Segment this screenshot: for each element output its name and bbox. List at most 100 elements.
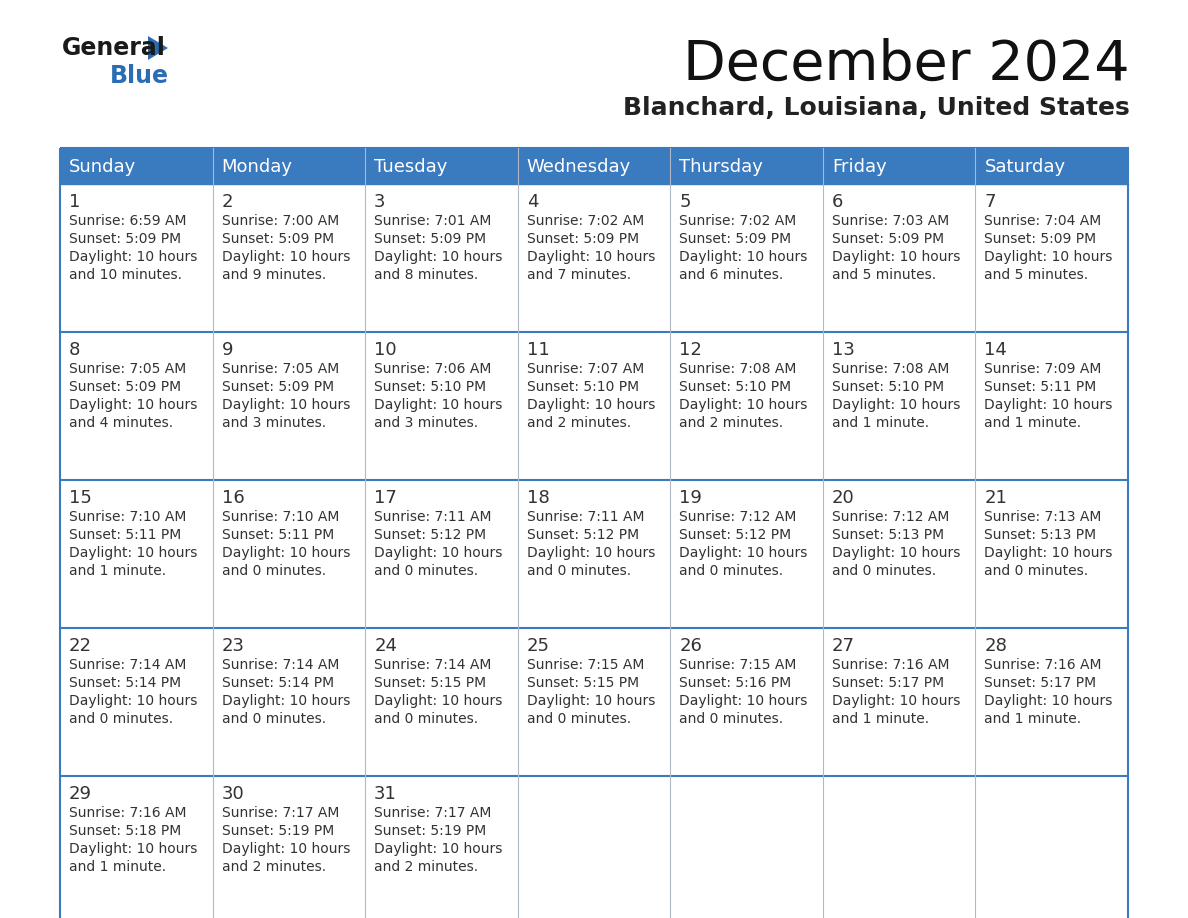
Text: Daylight: 10 hours: Daylight: 10 hours [832,694,960,708]
Text: and 2 minutes.: and 2 minutes. [680,416,783,430]
Bar [975,332,1127,480]
Text: Daylight: 10 hours: Daylight: 10 hours [69,842,197,856]
Text: General: General [62,36,166,60]
Bar [518,332,670,480]
Text: Sunrise: 7:15 AM: Sunrise: 7:15 AM [680,658,797,672]
Text: 10: 10 [374,341,397,359]
Bar [365,184,518,332]
Text: and 2 minutes.: and 2 minutes. [222,860,326,874]
Text: 11: 11 [526,341,550,359]
Text: 9: 9 [222,341,233,359]
Text: Sunset: 5:10 PM: Sunset: 5:10 PM [374,380,486,394]
Text: 24: 24 [374,637,397,655]
Text: Sunrise: 7:11 AM: Sunrise: 7:11 AM [374,510,492,524]
Bar [518,628,670,776]
Text: Daylight: 10 hours: Daylight: 10 hours [222,842,350,856]
Text: 5: 5 [680,193,690,211]
Bar [61,628,213,776]
Text: 28: 28 [985,637,1007,655]
Bar [365,148,518,184]
Text: Daylight: 10 hours: Daylight: 10 hours [69,546,197,560]
Text: and 7 minutes.: and 7 minutes. [526,268,631,282]
Bar [670,148,823,184]
Text: 21: 21 [985,489,1007,507]
Text: 2: 2 [222,193,233,211]
Text: Daylight: 10 hours: Daylight: 10 hours [222,546,350,560]
Text: and 8 minutes.: and 8 minutes. [374,268,479,282]
Text: Daylight: 10 hours: Daylight: 10 hours [985,546,1113,560]
Text: Sunrise: 7:00 AM: Sunrise: 7:00 AM [222,214,339,228]
Text: Daylight: 10 hours: Daylight: 10 hours [680,694,808,708]
Text: Sunset: 5:10 PM: Sunset: 5:10 PM [526,380,639,394]
Bar [365,776,518,918]
Text: Daylight: 10 hours: Daylight: 10 hours [374,250,503,264]
Text: and 0 minutes.: and 0 minutes. [222,564,326,578]
Bar [213,628,365,776]
Text: 20: 20 [832,489,854,507]
Text: and 1 minute.: and 1 minute. [69,564,166,578]
Text: Sunrise: 6:59 AM: Sunrise: 6:59 AM [69,214,187,228]
Bar [823,628,975,776]
Text: Blue: Blue [110,64,169,88]
Bar [213,776,365,918]
Text: Sunrise: 7:06 AM: Sunrise: 7:06 AM [374,362,492,376]
Bar [670,776,823,918]
Text: Daylight: 10 hours: Daylight: 10 hours [680,546,808,560]
Text: Sunset: 5:09 PM: Sunset: 5:09 PM [222,380,334,394]
Text: Sunset: 5:17 PM: Sunset: 5:17 PM [985,676,1097,690]
Text: Sunset: 5:13 PM: Sunset: 5:13 PM [832,528,944,542]
Text: Sunset: 5:15 PM: Sunset: 5:15 PM [526,676,639,690]
Text: 23: 23 [222,637,245,655]
Bar [518,184,670,332]
Bar [823,776,975,918]
Text: Sunrise: 7:08 AM: Sunrise: 7:08 AM [680,362,797,376]
Text: Sunset: 5:11 PM: Sunset: 5:11 PM [222,528,334,542]
Polygon shape [148,36,168,60]
Text: Sunset: 5:18 PM: Sunset: 5:18 PM [69,824,182,838]
Text: and 1 minute.: and 1 minute. [69,860,166,874]
Text: and 2 minutes.: and 2 minutes. [374,860,479,874]
Text: Daylight: 10 hours: Daylight: 10 hours [832,398,960,412]
Text: Sunset: 5:10 PM: Sunset: 5:10 PM [832,380,944,394]
Bar [823,184,975,332]
Text: and 0 minutes.: and 0 minutes. [680,564,783,578]
Text: Sunset: 5:14 PM: Sunset: 5:14 PM [222,676,334,690]
Bar [365,628,518,776]
Text: Sunrise: 7:02 AM: Sunrise: 7:02 AM [680,214,796,228]
Text: 6: 6 [832,193,843,211]
Text: Sunrise: 7:17 AM: Sunrise: 7:17 AM [222,806,339,820]
Text: Daylight: 10 hours: Daylight: 10 hours [69,398,197,412]
Text: 27: 27 [832,637,855,655]
Text: 3: 3 [374,193,386,211]
Text: and 4 minutes.: and 4 minutes. [69,416,173,430]
Text: 30: 30 [222,785,245,803]
Text: Sunrise: 7:09 AM: Sunrise: 7:09 AM [985,362,1101,376]
Text: Daylight: 10 hours: Daylight: 10 hours [69,250,197,264]
Text: and 0 minutes.: and 0 minutes. [680,712,783,726]
Text: and 1 minute.: and 1 minute. [832,712,929,726]
Text: Daylight: 10 hours: Daylight: 10 hours [526,694,655,708]
Text: Sunset: 5:10 PM: Sunset: 5:10 PM [680,380,791,394]
Text: Daylight: 10 hours: Daylight: 10 hours [374,694,503,708]
Text: Sunset: 5:11 PM: Sunset: 5:11 PM [69,528,182,542]
Text: Sunrise: 7:14 AM: Sunrise: 7:14 AM [222,658,339,672]
Bar [975,480,1127,628]
Text: Daylight: 10 hours: Daylight: 10 hours [222,398,350,412]
Text: Daylight: 10 hours: Daylight: 10 hours [680,398,808,412]
Text: Sunrise: 7:16 AM: Sunrise: 7:16 AM [985,658,1102,672]
Text: Sunset: 5:09 PM: Sunset: 5:09 PM [985,232,1097,246]
Text: Sunset: 5:09 PM: Sunset: 5:09 PM [69,380,181,394]
Text: 19: 19 [680,489,702,507]
Text: Sunset: 5:09 PM: Sunset: 5:09 PM [526,232,639,246]
Text: Sunrise: 7:05 AM: Sunrise: 7:05 AM [69,362,187,376]
Text: Daylight: 10 hours: Daylight: 10 hours [985,250,1113,264]
Text: Sunrise: 7:01 AM: Sunrise: 7:01 AM [374,214,492,228]
Bar [61,148,1127,918]
Bar [975,776,1127,918]
Text: and 9 minutes.: and 9 minutes. [222,268,326,282]
Text: Daylight: 10 hours: Daylight: 10 hours [222,694,350,708]
Text: Daylight: 10 hours: Daylight: 10 hours [69,694,197,708]
Text: Sunset: 5:12 PM: Sunset: 5:12 PM [526,528,639,542]
Text: Sunset: 5:13 PM: Sunset: 5:13 PM [985,528,1097,542]
Text: Sunrise: 7:10 AM: Sunrise: 7:10 AM [69,510,187,524]
